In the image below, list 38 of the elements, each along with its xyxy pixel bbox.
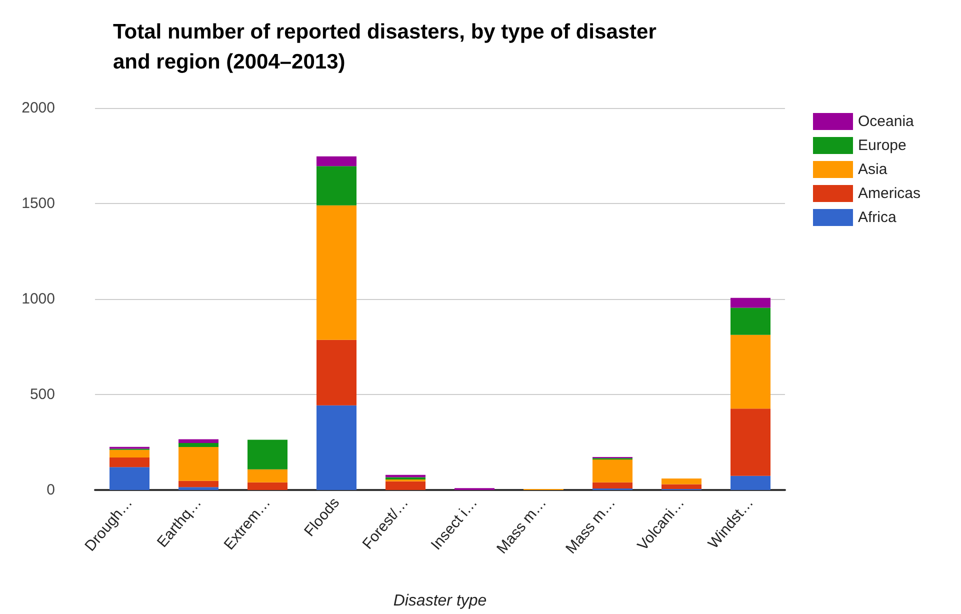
y-tick-label: 500 (30, 386, 55, 403)
legend-label: Asia (858, 161, 888, 178)
y-tick-label: 1500 (22, 195, 55, 212)
bar (316, 156, 356, 166)
bar (730, 408, 770, 476)
bar (178, 447, 218, 481)
bar (316, 166, 356, 206)
bar (248, 440, 288, 470)
bar (730, 298, 770, 308)
chart-title: Total number of reported disasters, by type of disaster and region (2004–2013) (113, 20, 662, 74)
bar (178, 487, 218, 490)
legend-label: Oceania (858, 113, 915, 130)
y-tick-label: 0 (46, 482, 55, 498)
bar (662, 484, 702, 490)
bar (178, 439, 218, 444)
x-axis-title: Disaster type (393, 592, 487, 610)
bar (110, 450, 150, 458)
bar (248, 482, 288, 490)
legend-label: Americas (858, 185, 921, 202)
bar (316, 205, 356, 340)
bar (110, 467, 150, 490)
bar (592, 482, 632, 488)
bar (386, 481, 426, 490)
bar (592, 459, 632, 482)
bar (316, 405, 356, 490)
y-tick-label: 1000 (22, 290, 55, 308)
bar (730, 334, 770, 409)
bar (662, 478, 702, 484)
bar (316, 340, 356, 406)
bar (730, 308, 770, 335)
bar (178, 480, 218, 488)
bar (730, 476, 770, 490)
legend-label: Europe (858, 137, 906, 154)
legend-label: Africa (858, 209, 897, 226)
bar (248, 469, 288, 482)
bar (178, 443, 218, 448)
y-tick-label: 2000 (22, 100, 55, 116)
bar (110, 458, 150, 468)
